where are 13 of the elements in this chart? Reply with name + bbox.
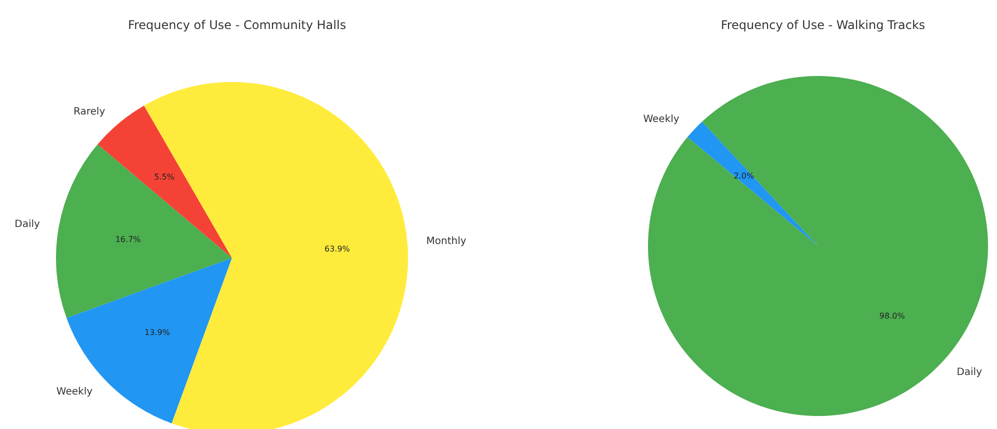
- data-label: 13.9%: [144, 328, 170, 338]
- chart-title: Frequency of Use - Community Halls: [128, 18, 346, 32]
- data-label: 16.7%: [115, 234, 142, 244]
- slice-label: Daily: [956, 366, 982, 378]
- slice-label: Weekly: [56, 386, 93, 398]
- chart-title: Frequency of Use - Walking Tracks: [720, 18, 926, 32]
- slice-label: Weekly: [643, 114, 680, 126]
- slice-label: Daily: [14, 219, 40, 230]
- data-label: 5.5%: [154, 172, 175, 182]
- slice-label: Monthly: [426, 236, 466, 248]
- slice-label: Rarely: [74, 106, 106, 118]
- data-label: 63.9%: [324, 244, 350, 254]
- data-label: 98.0%: [879, 312, 906, 321]
